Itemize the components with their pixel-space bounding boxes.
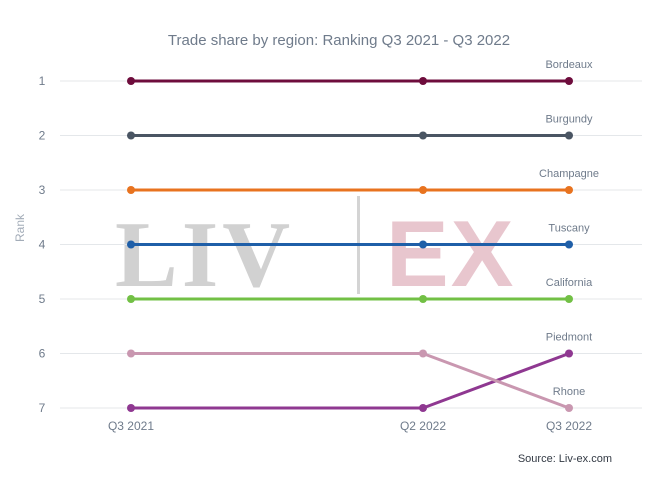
- point-champagne-1: [419, 186, 427, 194]
- x-tick-labels: Q3 2021 Q2 2022 Q3 2022: [108, 419, 592, 433]
- source-note: Source: Liv-ex.com: [518, 453, 612, 465]
- point-burgundy-0: [127, 131, 135, 140]
- point-tuscany-1: [419, 240, 427, 249]
- point-california-2: [565, 295, 573, 303]
- point-rhone-2: [565, 404, 573, 412]
- series-label-champagne: Champagne: [539, 168, 599, 180]
- y-tick-5: 5: [39, 292, 46, 306]
- y-tick-2: 2: [39, 129, 46, 143]
- point-champagne-2: [565, 186, 573, 194]
- point-piedmont-1: [419, 404, 427, 412]
- y-axis-title: Rank: [13, 213, 27, 242]
- watermark-liv: LIV: [115, 203, 294, 307]
- y-tick-4: 4: [39, 238, 46, 252]
- point-piedmont-0: [127, 404, 135, 412]
- point-rhone-1: [419, 349, 427, 358]
- series-labels: Bordeaux Burgundy Champagne Tuscany Californ…: [539, 59, 599, 398]
- series-lines: [131, 79, 570, 410]
- x-tick-q2-2022: Q2 2022: [400, 419, 446, 433]
- y-tick-7: 7: [39, 401, 46, 415]
- point-tuscany-0: [127, 240, 135, 249]
- x-tick-q3-2022: Q3 2022: [546, 419, 592, 433]
- series-line-rhone: [131, 352, 570, 410]
- y-tick-labels: 1 2 3 4 5 6 7: [39, 74, 46, 415]
- series-label-tuscany: Tuscany: [548, 223, 590, 235]
- series-points: [127, 77, 573, 412]
- y-tick-3: 3: [39, 183, 46, 197]
- point-california-0: [127, 295, 135, 303]
- point-burgundy-1: [419, 131, 427, 140]
- series-label-california: California: [546, 277, 593, 289]
- point-tuscany-2: [565, 240, 573, 249]
- x-tick-q3-2021: Q3 2021: [108, 419, 154, 433]
- point-bordeaux-0: [127, 77, 135, 85]
- series-label-burgundy: Burgundy: [545, 114, 593, 126]
- point-champagne-0: [127, 186, 135, 194]
- point-burgundy-2: [565, 131, 573, 140]
- watermark-ex: EX: [386, 201, 515, 306]
- series-line-piedmont: [131, 352, 570, 410]
- series-label-piedmont: Piedmont: [546, 332, 592, 344]
- chart-title: Trade share by region: Ranking Q3 2021 -…: [168, 32, 510, 49]
- point-piedmont-2: [565, 349, 573, 358]
- y-tick-6: 6: [39, 347, 46, 361]
- series-label-bordeaux: Bordeaux: [545, 59, 593, 71]
- point-bordeaux-1: [419, 77, 427, 85]
- y-tick-1: 1: [39, 74, 46, 88]
- point-california-1: [419, 295, 427, 303]
- point-bordeaux-2: [565, 77, 573, 85]
- series-label-rhone: Rhone: [553, 386, 585, 398]
- liv-ex-watermark-logo: LIV EX: [115, 196, 515, 307]
- point-rhone-0: [127, 349, 135, 358]
